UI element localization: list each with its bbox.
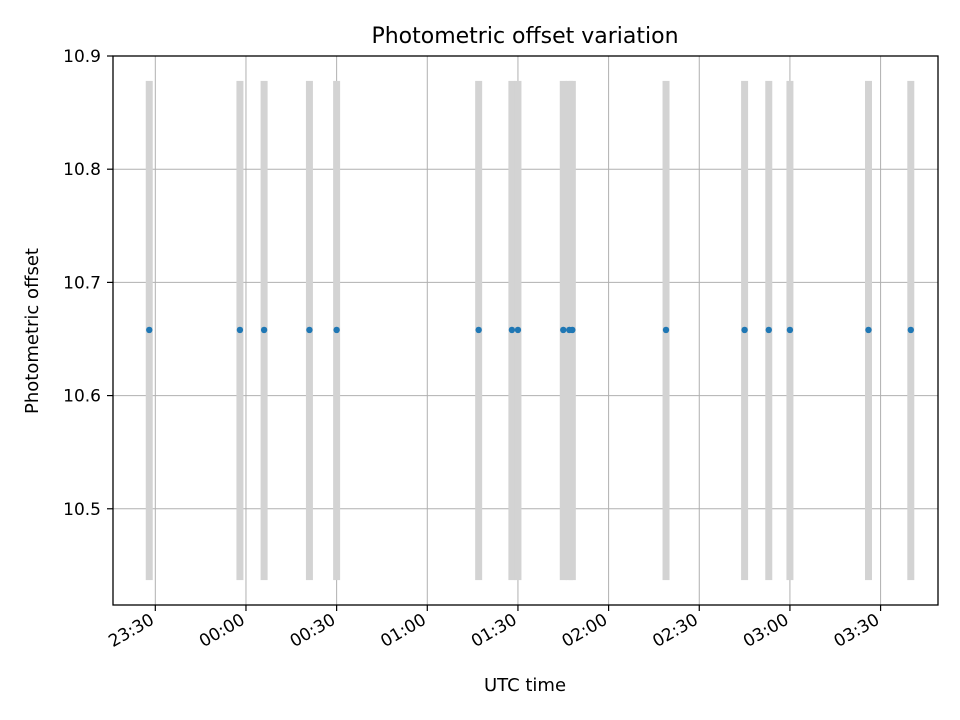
- data-point: [306, 326, 313, 334]
- data-point: [333, 326, 340, 334]
- x-tick-label: 00:00: [196, 610, 248, 652]
- x-tick-label: 00:30: [287, 610, 339, 652]
- y-tick-label: 10.6: [63, 387, 101, 407]
- plot-frame: [112, 55, 939, 606]
- x-tick-label: 23:30: [105, 610, 157, 652]
- y-tick-label: 10.9: [63, 47, 101, 67]
- axis-ticks: 23:30 00:00 00:30 01:00 01:30 02:00 02:30 03:00…: [63, 47, 883, 652]
- x-tick-label: 03:00: [740, 610, 792, 652]
- data-point: [865, 326, 872, 334]
- y-axis-label: Photometric offset: [22, 248, 43, 414]
- data-point: [236, 326, 244, 334]
- data-point: [741, 326, 748, 334]
- data-point: [569, 326, 576, 334]
- data-point: [662, 326, 670, 334]
- x-tick-label: 02:00: [559, 610, 611, 652]
- data-point: [260, 326, 268, 334]
- data-point: [765, 326, 772, 334]
- data-points: [146, 326, 915, 334]
- data-point: [786, 326, 794, 334]
- x-tick-label: 01:00: [377, 610, 429, 652]
- x-tick-label: 03:30: [831, 610, 883, 652]
- y-tick-label: 10.8: [63, 160, 101, 180]
- y-tick-label: 10.5: [63, 500, 101, 520]
- data-point: [475, 326, 482, 334]
- data-point: [907, 326, 915, 334]
- x-tick-label: 01:30: [468, 610, 520, 652]
- data-point: [514, 326, 522, 334]
- data-point: [508, 326, 516, 334]
- x-tick-label: 02:30: [649, 610, 701, 652]
- chart-title: Photometric offset variation: [371, 24, 678, 49]
- data-point: [146, 326, 153, 334]
- y-tick-label: 10.7: [63, 273, 101, 293]
- x-axis-label: UTC time: [484, 675, 566, 696]
- data-point: [560, 326, 567, 334]
